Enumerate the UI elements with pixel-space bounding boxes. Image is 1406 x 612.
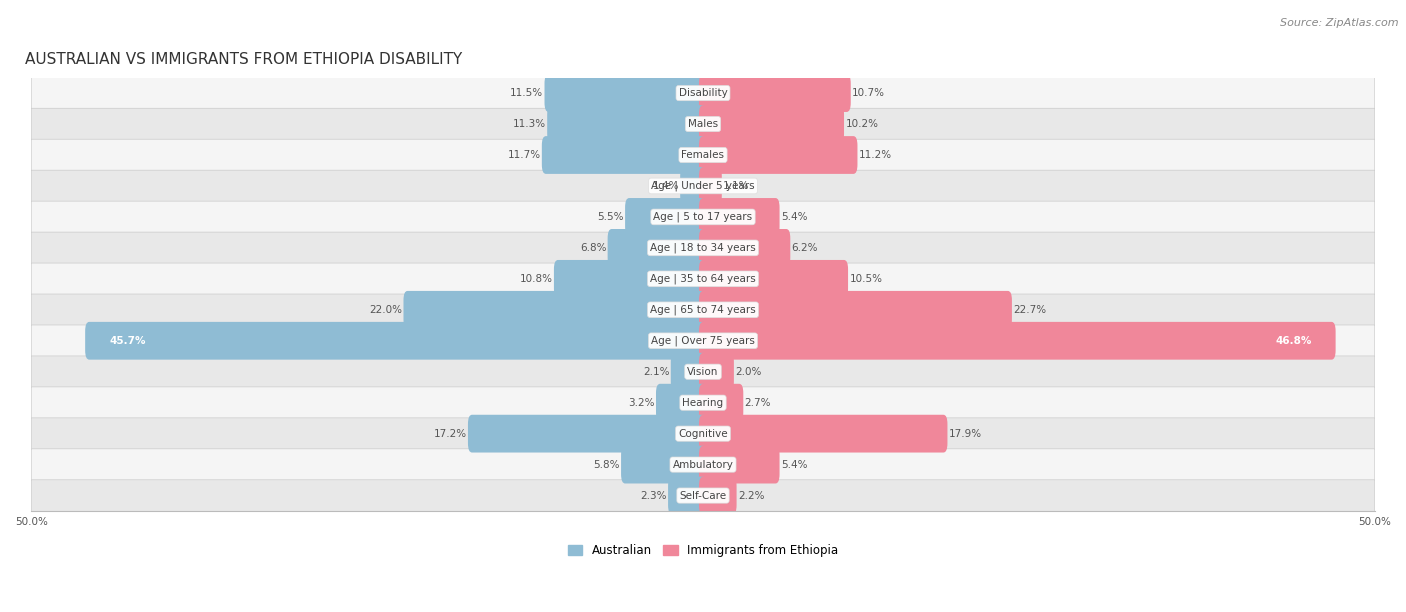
Text: 17.2%: 17.2%: [433, 428, 467, 439]
Text: 5.4%: 5.4%: [780, 212, 807, 222]
Text: Self-Care: Self-Care: [679, 491, 727, 501]
FancyBboxPatch shape: [699, 384, 744, 422]
FancyBboxPatch shape: [626, 198, 707, 236]
Text: 11.7%: 11.7%: [508, 150, 540, 160]
FancyBboxPatch shape: [699, 198, 779, 236]
Text: Source: ZipAtlas.com: Source: ZipAtlas.com: [1281, 18, 1399, 28]
FancyBboxPatch shape: [404, 291, 707, 329]
Text: Males: Males: [688, 119, 718, 129]
Text: AUSTRALIAN VS IMMIGRANTS FROM ETHIOPIA DISABILITY: AUSTRALIAN VS IMMIGRANTS FROM ETHIOPIA D…: [25, 52, 463, 67]
Text: 1.1%: 1.1%: [723, 181, 749, 191]
Text: 10.7%: 10.7%: [852, 88, 886, 98]
Text: 10.8%: 10.8%: [520, 274, 553, 284]
FancyBboxPatch shape: [31, 325, 1375, 357]
Legend: Australian, Immigrants from Ethiopia: Australian, Immigrants from Ethiopia: [564, 539, 842, 561]
Text: 46.8%: 46.8%: [1275, 336, 1312, 346]
FancyBboxPatch shape: [668, 477, 707, 515]
FancyBboxPatch shape: [699, 446, 779, 483]
FancyBboxPatch shape: [699, 477, 737, 515]
FancyBboxPatch shape: [86, 322, 707, 360]
FancyBboxPatch shape: [31, 480, 1375, 512]
Text: Age | Under 5 years: Age | Under 5 years: [651, 181, 755, 191]
FancyBboxPatch shape: [699, 415, 948, 452]
Text: Age | 65 to 74 years: Age | 65 to 74 years: [650, 305, 756, 315]
FancyBboxPatch shape: [621, 446, 707, 483]
Text: 10.2%: 10.2%: [845, 119, 879, 129]
FancyBboxPatch shape: [699, 353, 734, 390]
Text: 10.5%: 10.5%: [849, 274, 883, 284]
FancyBboxPatch shape: [699, 105, 844, 143]
Text: 2.7%: 2.7%: [745, 398, 770, 408]
FancyBboxPatch shape: [699, 291, 1012, 329]
Text: Ambulatory: Ambulatory: [672, 460, 734, 469]
Text: 2.0%: 2.0%: [735, 367, 762, 377]
Text: 2.2%: 2.2%: [738, 491, 765, 501]
FancyBboxPatch shape: [31, 356, 1375, 387]
Text: 5.5%: 5.5%: [598, 212, 624, 222]
Text: Age | Over 75 years: Age | Over 75 years: [651, 335, 755, 346]
Text: 3.2%: 3.2%: [628, 398, 655, 408]
Text: Females: Females: [682, 150, 724, 160]
FancyBboxPatch shape: [699, 229, 790, 267]
Text: Disability: Disability: [679, 88, 727, 98]
Text: Hearing: Hearing: [682, 398, 724, 408]
FancyBboxPatch shape: [31, 387, 1375, 419]
FancyBboxPatch shape: [671, 353, 707, 390]
FancyBboxPatch shape: [31, 232, 1375, 264]
FancyBboxPatch shape: [657, 384, 707, 422]
Text: 11.3%: 11.3%: [513, 119, 546, 129]
FancyBboxPatch shape: [468, 415, 707, 452]
Text: 2.1%: 2.1%: [643, 367, 669, 377]
FancyBboxPatch shape: [31, 263, 1375, 294]
Text: Age | 18 to 34 years: Age | 18 to 34 years: [650, 242, 756, 253]
Text: 22.7%: 22.7%: [1014, 305, 1046, 315]
FancyBboxPatch shape: [541, 136, 707, 174]
FancyBboxPatch shape: [31, 449, 1375, 480]
FancyBboxPatch shape: [31, 170, 1375, 202]
FancyBboxPatch shape: [699, 322, 1336, 360]
FancyBboxPatch shape: [544, 74, 707, 112]
FancyBboxPatch shape: [31, 294, 1375, 326]
FancyBboxPatch shape: [554, 260, 707, 297]
FancyBboxPatch shape: [31, 77, 1375, 109]
Text: 6.8%: 6.8%: [579, 243, 606, 253]
Text: 5.4%: 5.4%: [780, 460, 807, 469]
FancyBboxPatch shape: [699, 260, 848, 297]
Text: 2.3%: 2.3%: [640, 491, 666, 501]
FancyBboxPatch shape: [699, 74, 851, 112]
Text: 11.5%: 11.5%: [510, 88, 543, 98]
Text: 11.2%: 11.2%: [859, 150, 891, 160]
Text: 22.0%: 22.0%: [370, 305, 402, 315]
FancyBboxPatch shape: [31, 418, 1375, 449]
Text: Cognitive: Cognitive: [678, 428, 728, 439]
FancyBboxPatch shape: [607, 229, 707, 267]
Text: Vision: Vision: [688, 367, 718, 377]
FancyBboxPatch shape: [31, 201, 1375, 233]
FancyBboxPatch shape: [547, 105, 707, 143]
FancyBboxPatch shape: [699, 167, 721, 205]
Text: 5.8%: 5.8%: [593, 460, 620, 469]
FancyBboxPatch shape: [31, 139, 1375, 171]
FancyBboxPatch shape: [699, 136, 858, 174]
Text: Age | 5 to 17 years: Age | 5 to 17 years: [654, 212, 752, 222]
Text: 1.4%: 1.4%: [652, 181, 679, 191]
Text: 6.2%: 6.2%: [792, 243, 818, 253]
Text: Age | 35 to 64 years: Age | 35 to 64 years: [650, 274, 756, 284]
FancyBboxPatch shape: [681, 167, 707, 205]
Text: 17.9%: 17.9%: [949, 428, 981, 439]
FancyBboxPatch shape: [31, 108, 1375, 140]
Text: 45.7%: 45.7%: [110, 336, 146, 346]
